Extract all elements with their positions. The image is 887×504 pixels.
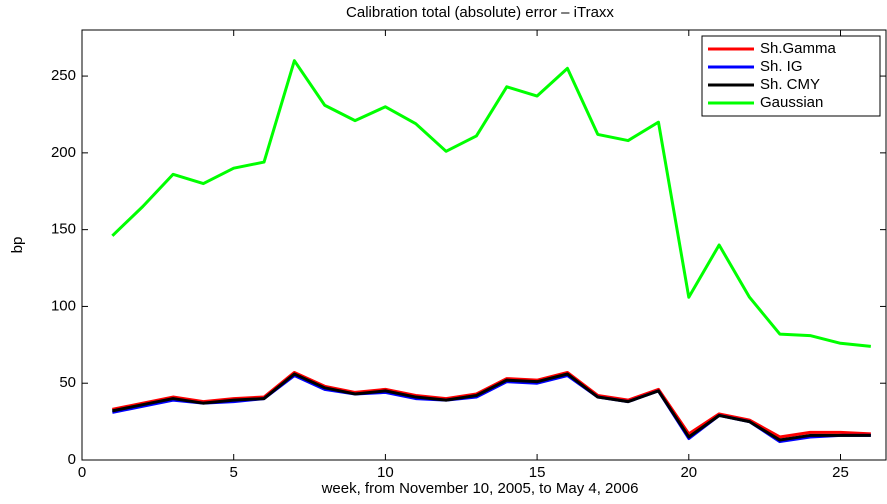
- y-tick-label: 100: [51, 297, 76, 314]
- y-tick-label: 50: [59, 374, 76, 391]
- x-tick-label: 15: [529, 464, 546, 481]
- x-tick-label: 0: [78, 464, 86, 481]
- y-tick-label: 200: [51, 144, 76, 161]
- x-tick-label: 20: [680, 464, 697, 481]
- legend-label: Sh. IG: [760, 58, 803, 75]
- x-tick-label: 10: [377, 464, 394, 481]
- legend-label: Sh.Gamma: [760, 40, 837, 57]
- y-tick-label: 250: [51, 67, 76, 84]
- x-tick-label: 5: [230, 464, 238, 481]
- legend-label: Gaussian: [760, 94, 823, 111]
- y-tick-label: 150: [51, 221, 76, 238]
- x-axis-label: week, from November 10, 2005, to May 4, …: [321, 480, 639, 497]
- chart-title: Calibration total (absolute) error – iTr…: [346, 4, 614, 21]
- plot-area: [81, 29, 887, 461]
- y-axis-label: bp: [9, 237, 26, 254]
- x-tick-label: 25: [832, 464, 849, 481]
- y-tick-label: 0: [68, 451, 76, 468]
- line-series: [111, 59, 871, 348]
- line-series: [112, 372, 871, 442]
- legend-label: Sh. CMY: [760, 76, 820, 93]
